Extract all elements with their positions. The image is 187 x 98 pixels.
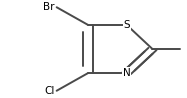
Text: N: N	[123, 68, 131, 78]
Text: S: S	[123, 20, 130, 30]
Text: Br: Br	[43, 2, 55, 12]
Text: Cl: Cl	[45, 86, 55, 96]
